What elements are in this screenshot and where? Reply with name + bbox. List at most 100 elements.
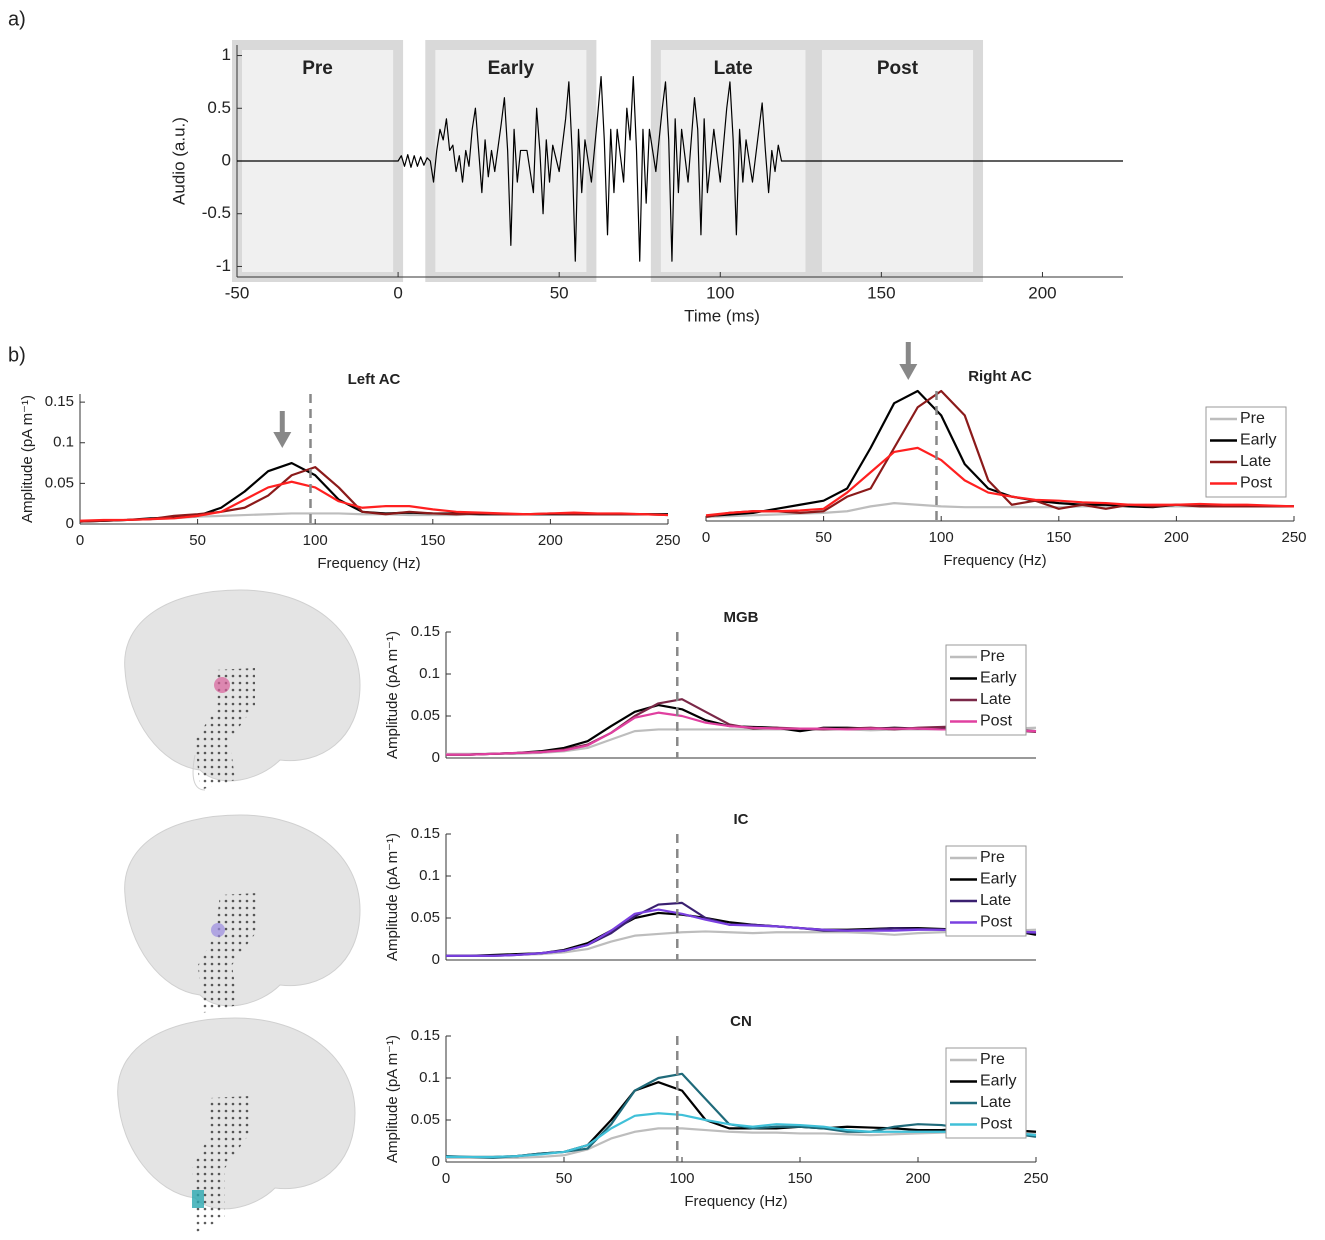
y-tick-label: 0.05 <box>411 909 440 926</box>
y-tick-label: 0.05 <box>45 474 74 491</box>
y-axis-label: Amplitude (pA m⁻¹) <box>384 631 401 759</box>
series-line <box>705 389 1294 519</box>
y-tick-label: 0.1 <box>419 867 440 884</box>
x-tick-label: 200 <box>538 532 563 549</box>
legend-label: Early <box>980 871 1016 888</box>
chart-title: MGB <box>724 609 759 626</box>
x-tick-label: 100 <box>929 529 954 546</box>
x-tick-label: 200 <box>1028 283 1056 302</box>
y-tick-label: 0 <box>222 150 231 169</box>
x-tick-label: 150 <box>787 1170 812 1187</box>
legend-label: Post <box>1240 475 1273 492</box>
y-axis-label: Amplitude (pA m⁻¹) <box>384 1035 401 1163</box>
y-tick-label: 0 <box>432 951 440 968</box>
chart-title: IC <box>734 811 749 828</box>
y-tick-label: 0 <box>66 515 74 532</box>
x-tick-label: 50 <box>189 532 206 549</box>
x-tick-label: 150 <box>867 283 895 302</box>
legend-box <box>945 845 1027 937</box>
chart: 0 0.05 0.1 0.15 Amplitude (pA m⁻¹) IC Pre Early… <box>384 811 1037 968</box>
chart-title: Left AC <box>348 371 401 388</box>
legend-label: Pre <box>980 648 1005 665</box>
window-label: Late <box>714 58 753 79</box>
y-tick-label: 0.15 <box>411 623 440 640</box>
x-tick-label: 50 <box>815 529 832 546</box>
x-tick-label: 200 <box>905 1170 930 1187</box>
series-line <box>79 466 669 523</box>
brain-mgb <box>124 589 361 791</box>
series-line <box>446 1112 1037 1159</box>
x-tick-label: 250 <box>1281 529 1306 546</box>
chart-title: CN <box>730 1013 752 1030</box>
panel-label: b) <box>8 344 26 366</box>
legend-label: Post <box>980 1116 1013 1133</box>
window-label: Post <box>877 58 919 79</box>
x-tick-label: 50 <box>550 283 569 302</box>
x-tick-label: 100 <box>706 283 734 302</box>
y-axis-label: Amplitude (pA m⁻¹) <box>19 395 36 523</box>
x-tick-label: 100 <box>303 532 328 549</box>
y-axis-label: Audio (a.u.) <box>169 117 188 205</box>
x-axis-label: Frequency (Hz) <box>943 552 1046 569</box>
chart: 0 50 100 150 200 250 Frequency (Hz) Right AC Pre… <box>702 342 1307 569</box>
x-tick-label: 250 <box>1023 1170 1048 1187</box>
legend-label: Pre <box>1240 410 1265 427</box>
x-tick-label: 0 <box>393 283 402 302</box>
y-tick-label: -0.5 <box>202 203 231 222</box>
legend-label: Late <box>1240 453 1271 470</box>
brain-cn <box>117 1017 356 1233</box>
legend-label: Late <box>980 691 1011 708</box>
chart: 0 0.05 0.1 0.15 Amplitude (pA m⁻¹) MGB Pre Earl… <box>384 609 1037 766</box>
window-label: Early <box>488 58 535 79</box>
series-line <box>79 480 669 522</box>
legend-label: Pre <box>980 1051 1005 1068</box>
y-tick-label: 0.15 <box>411 1027 440 1044</box>
x-tick-label: 200 <box>1164 529 1189 546</box>
y-tick-label: 0.05 <box>411 1111 440 1128</box>
x-tick-label: 100 <box>669 1170 694 1187</box>
y-tick-label: 0.1 <box>53 434 74 451</box>
y-axis-label: Amplitude (pA m⁻¹) <box>384 833 401 961</box>
x-tick-label: 150 <box>420 532 445 549</box>
x-tick-label: 250 <box>655 532 680 549</box>
x-axis-label: Frequency (Hz) <box>317 555 420 572</box>
y-tick-label: 1 <box>222 45 231 64</box>
legend-label: Early <box>980 670 1016 687</box>
legend-box <box>945 1047 1027 1139</box>
series-line <box>446 711 1037 756</box>
legend-label: Late <box>980 892 1011 909</box>
y-tick-label: 0.05 <box>411 707 440 724</box>
legend-label: Late <box>980 1094 1011 1111</box>
y-tick-label: 0.15 <box>411 825 440 842</box>
brain-ic <box>124 814 361 1013</box>
legend-box <box>1205 406 1287 498</box>
x-tick-label: -50 <box>225 283 250 302</box>
window-label: Pre <box>302 58 333 79</box>
x-tick-label: 150 <box>1046 529 1071 546</box>
y-tick-label: 0.5 <box>207 98 231 117</box>
y-tick-label: 0.1 <box>419 665 440 682</box>
arrow-head <box>899 364 918 380</box>
panel-label: a) <box>8 8 26 30</box>
waveform <box>237 76 1123 262</box>
legend-label: Post <box>980 914 1013 931</box>
series-line <box>446 908 1037 957</box>
legend-box <box>945 644 1027 736</box>
y-tick-label: -1 <box>216 256 231 275</box>
legend-label: Early <box>980 1073 1016 1090</box>
x-tick-label: 50 <box>556 1170 573 1187</box>
legend-label: Early <box>1240 432 1276 449</box>
y-tick-label: 0 <box>432 749 440 766</box>
x-tick-label: 0 <box>442 1170 450 1187</box>
y-tick-label: 0.15 <box>45 393 74 410</box>
chart: 0 0.05 0.1 0.15 0 50 100 150 200 250 Frequency (Hz… <box>384 1013 1049 1210</box>
chart: Pre Early Late Post -1 -0.5 0 0.5 1 -50 0 50 100 150 2… <box>169 40 1123 325</box>
y-tick-label: 0.1 <box>419 1069 440 1086</box>
x-tick-label: 0 <box>76 532 84 549</box>
chart-title: Right AC <box>968 368 1032 385</box>
x-axis-label: Time (ms) <box>684 306 760 325</box>
legend-label: Post <box>980 713 1013 730</box>
arrow-head <box>273 432 292 448</box>
y-tick-label: 0 <box>432 1153 440 1170</box>
